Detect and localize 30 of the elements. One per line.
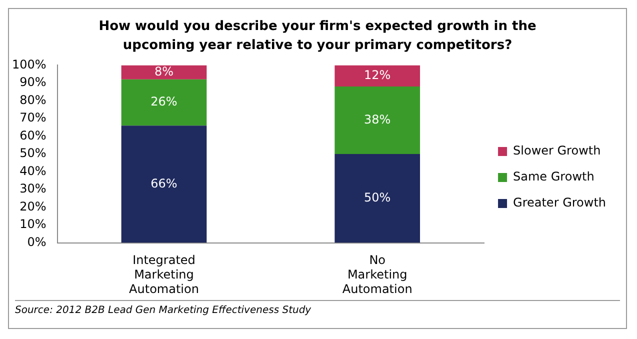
y-tick-label: 80% xyxy=(20,92,46,107)
y-tick-label: 10% xyxy=(20,217,46,232)
legend-label: Greater Growth xyxy=(513,196,606,210)
bar xyxy=(334,65,420,87)
source-note: Source: 2012 B2B Lead Gen Marketing Effectiveness Study xyxy=(15,300,620,316)
y-tick-label: 90% xyxy=(20,75,46,90)
bar xyxy=(121,126,207,243)
chart-title: How would you describe your firm's expected growth in the upcoming year relative to your primary competitors? xyxy=(98,18,538,55)
y-tick-label: 0% xyxy=(27,234,46,249)
x-tick-label: No Marketing Automation xyxy=(342,253,412,296)
legend-label: Slower Growth xyxy=(513,144,601,158)
y-tick-label: 30% xyxy=(20,182,46,196)
bar xyxy=(334,154,420,243)
data-label: 26% xyxy=(150,94,178,109)
y-tick-label: 40% xyxy=(20,164,46,178)
legend-label: Same Growth xyxy=(513,170,594,184)
bar xyxy=(121,79,207,126)
y-tick-label: 20% xyxy=(20,199,46,214)
data-label: 8% xyxy=(154,64,174,78)
data-label: 38% xyxy=(364,112,391,126)
data-label: 66% xyxy=(150,176,178,190)
x-tick-label: Integrated Marketing Automation xyxy=(129,253,199,296)
y-tick-label: 60% xyxy=(20,128,46,142)
data-label: 50% xyxy=(364,190,391,205)
bar xyxy=(121,65,207,80)
data-label: 12% xyxy=(364,68,391,82)
y-tick-label: 70% xyxy=(20,110,46,125)
y-tick-label: 50% xyxy=(20,146,46,160)
bar xyxy=(334,86,420,154)
y-tick-label: 100% xyxy=(12,57,46,72)
